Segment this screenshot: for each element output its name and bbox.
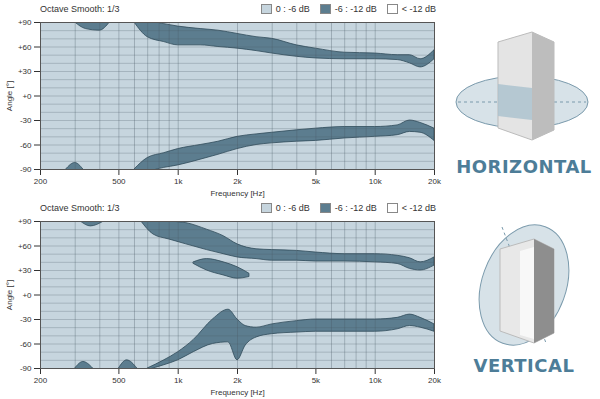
svg-text:200: 200	[34, 177, 48, 186]
svg-text:20k: 20k	[428, 376, 442, 385]
svg-text:5k: 5k	[312, 376, 321, 385]
svg-text:20k: 20k	[428, 177, 442, 186]
html-text:HORIZONTAL: HORIZONTAL	[456, 156, 592, 177]
html-text:< -12 dB: < -12 dB	[401, 3, 436, 14]
html-text:VERTICAL: VERTICAL	[473, 355, 575, 376]
html-text:Octave Smooth: 1/3: Octave Smooth: 1/3	[40, 203, 120, 213]
svg-text:+90: +90	[18, 18, 32, 27]
svg-text:+30: +30	[18, 266, 32, 275]
html-text:-6 : -12 dB: -6 : -12 dB	[334, 3, 377, 14]
svg-text:500: 500	[112, 376, 126, 385]
svg-text:10k: 10k	[369, 376, 383, 385]
html-text:0 : -6 dB: 0 : -6 dB	[275, 202, 310, 213]
html-text:< -12 dB: < -12 dB	[401, 202, 436, 213]
svg-text:+0: +0	[22, 92, 32, 101]
svg-text:+30: +30	[18, 67, 32, 76]
svg-text:1k: 1k	[174, 376, 183, 385]
svg-text:Frequency [Hz]: Frequency [Hz]	[210, 189, 264, 198]
html-text:Octave Smooth: 1/3: Octave Smooth: 1/3	[40, 4, 120, 14]
svg-text:-90: -90	[20, 165, 32, 174]
svg-text:Angle [°]: Angle [°]	[5, 81, 14, 111]
svg-text:-90: -90	[20, 364, 32, 373]
svg-text:Angle [°]: Angle [°]	[5, 280, 14, 310]
svg-text:500: 500	[112, 177, 126, 186]
svg-text:+60: +60	[18, 43, 32, 52]
html-text:0 : -6 dB: 0 : -6 dB	[275, 3, 310, 14]
svg-text:2k: 2k	[233, 177, 242, 186]
svg-text:+60: +60	[18, 242, 32, 251]
svg-text:200: 200	[34, 376, 48, 385]
svg-text:-60: -60	[20, 141, 32, 150]
svg-text:1k: 1k	[174, 177, 183, 186]
svg-text:2k: 2k	[233, 376, 242, 385]
svg-text:-30: -30	[20, 315, 32, 324]
svg-text:5k: 5k	[312, 177, 321, 186]
svg-text:-30: -30	[20, 116, 32, 125]
svg-text:+0: +0	[22, 291, 32, 300]
svg-text:-60: -60	[20, 340, 32, 349]
svg-text:10k: 10k	[369, 177, 383, 186]
svg-text:+90: +90	[18, 217, 32, 226]
html-text:-6 : -12 dB: -6 : -12 dB	[334, 202, 377, 213]
svg-text:Frequency [Hz]: Frequency [Hz]	[210, 388, 264, 397]
